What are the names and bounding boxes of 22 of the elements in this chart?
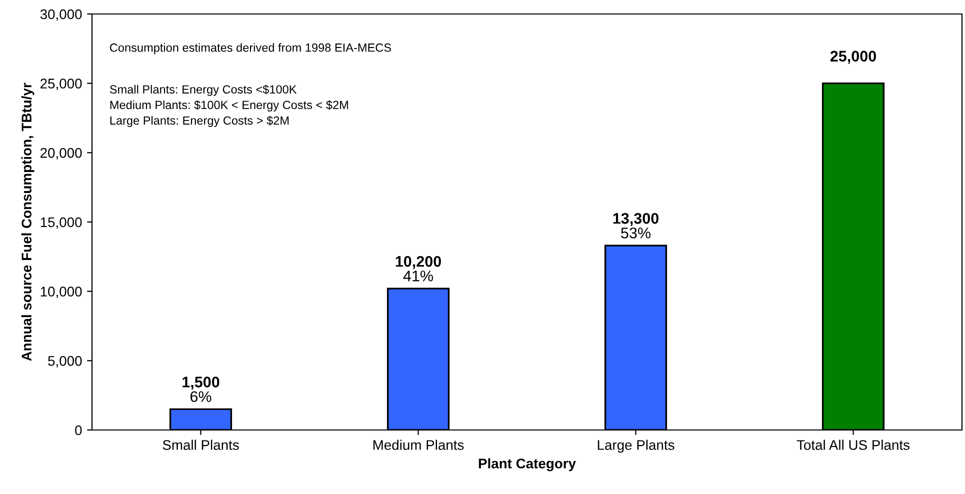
x-tick-label: Medium Plants xyxy=(373,440,464,450)
annotation: 6% xyxy=(190,391,212,402)
x-tick-label: Small Plants xyxy=(162,440,239,450)
y-tick-label: 0 xyxy=(75,425,82,436)
annotation: 53% xyxy=(621,228,650,238)
data-label: 1,500 xyxy=(182,376,220,390)
y-axis-title: Annual source Fuel Consumption, TBtu/yr xyxy=(21,82,34,361)
annotation: Small Plants: Energy Costs <$100K Medium Plants: $100K < Energy Costs < $2M Large Plants: Energy Costs > $2M xyxy=(110,84,348,128)
data-label: 13,300 xyxy=(613,213,658,226)
x-tick-label: Total All US Plants xyxy=(796,440,910,450)
y-tick-label: 15,000 xyxy=(40,217,82,229)
annotation: Consumption estimates derived from 1998 EIA-MECS xyxy=(110,43,391,54)
y-tick-label: 10,000 xyxy=(40,286,82,298)
y-tick-label: 20,000 xyxy=(40,148,82,160)
y-tick-label: 30,000 xyxy=(40,9,82,21)
data-label: 25,000 xyxy=(830,50,876,64)
data-label: 10,200 xyxy=(396,256,441,270)
y-tick-label: 25,000 xyxy=(40,78,82,90)
y-tick-label: 5,000 xyxy=(48,356,82,368)
x-tick-label: Large Plants xyxy=(598,440,674,453)
x-axis-title: Plant Category xyxy=(478,458,576,472)
annotation: 41% xyxy=(403,270,433,282)
